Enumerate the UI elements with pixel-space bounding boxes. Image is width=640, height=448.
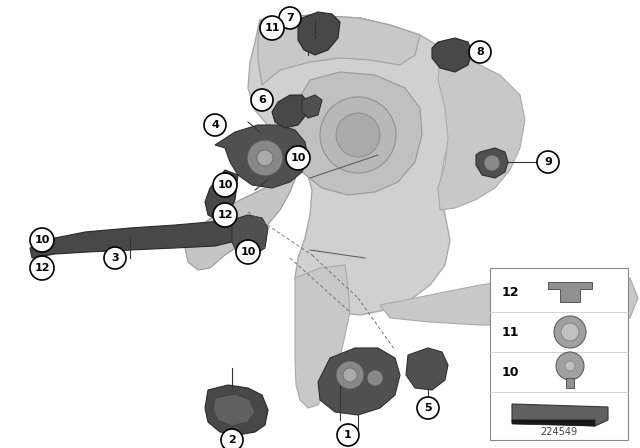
Text: 3: 3: [111, 253, 119, 263]
Polygon shape: [318, 348, 400, 415]
Polygon shape: [512, 404, 608, 426]
FancyBboxPatch shape: [490, 268, 628, 440]
Circle shape: [30, 228, 54, 252]
Text: 2: 2: [228, 435, 236, 445]
Circle shape: [320, 97, 396, 173]
Text: 11: 11: [502, 326, 520, 339]
Circle shape: [556, 352, 584, 380]
Circle shape: [336, 361, 364, 389]
Text: 1: 1: [344, 430, 352, 440]
Circle shape: [104, 247, 126, 269]
Circle shape: [561, 323, 579, 341]
Circle shape: [484, 155, 500, 171]
Polygon shape: [185, 128, 298, 270]
Circle shape: [537, 151, 559, 173]
Polygon shape: [406, 348, 448, 390]
Polygon shape: [432, 38, 472, 72]
Circle shape: [260, 16, 284, 40]
Polygon shape: [292, 72, 422, 195]
Bar: [566, 378, 574, 388]
Circle shape: [279, 7, 301, 29]
Text: 7: 7: [286, 13, 294, 23]
Circle shape: [286, 146, 310, 170]
Circle shape: [221, 429, 243, 448]
Polygon shape: [298, 12, 340, 55]
Text: 10: 10: [502, 366, 520, 379]
Polygon shape: [205, 170, 238, 220]
Circle shape: [213, 203, 237, 227]
Circle shape: [251, 89, 273, 111]
Circle shape: [417, 397, 439, 419]
Text: 12: 12: [217, 210, 233, 220]
Polygon shape: [205, 385, 268, 435]
Polygon shape: [302, 95, 322, 118]
Circle shape: [257, 150, 273, 166]
Circle shape: [336, 113, 380, 157]
Text: 10: 10: [35, 235, 50, 245]
Text: 9: 9: [544, 157, 552, 167]
Polygon shape: [272, 95, 308, 128]
Circle shape: [30, 256, 54, 280]
Text: 10: 10: [240, 247, 256, 257]
Polygon shape: [476, 148, 508, 178]
Text: 10: 10: [291, 153, 306, 163]
Polygon shape: [548, 282, 592, 302]
Polygon shape: [380, 275, 638, 325]
Text: 5: 5: [424, 403, 432, 413]
Circle shape: [554, 316, 586, 348]
Circle shape: [236, 240, 260, 264]
Polygon shape: [295, 265, 350, 408]
Text: 6: 6: [258, 95, 266, 105]
Polygon shape: [512, 420, 595, 426]
Text: 10: 10: [218, 180, 233, 190]
Polygon shape: [30, 220, 242, 258]
Text: 12: 12: [35, 263, 50, 273]
Text: 224549: 224549: [540, 427, 577, 437]
Text: 11: 11: [264, 23, 280, 33]
Polygon shape: [258, 15, 420, 85]
Polygon shape: [215, 125, 308, 188]
Circle shape: [469, 41, 491, 63]
Circle shape: [204, 114, 226, 136]
Polygon shape: [232, 215, 268, 258]
Text: 8: 8: [476, 47, 484, 57]
Circle shape: [565, 361, 575, 371]
Circle shape: [337, 424, 359, 446]
Polygon shape: [248, 15, 465, 315]
Circle shape: [343, 368, 357, 382]
Circle shape: [213, 173, 237, 197]
Text: 12: 12: [502, 285, 520, 298]
Polygon shape: [438, 55, 525, 210]
Polygon shape: [213, 394, 255, 426]
Text: 4: 4: [211, 120, 219, 130]
Circle shape: [247, 140, 283, 176]
Circle shape: [367, 370, 383, 386]
